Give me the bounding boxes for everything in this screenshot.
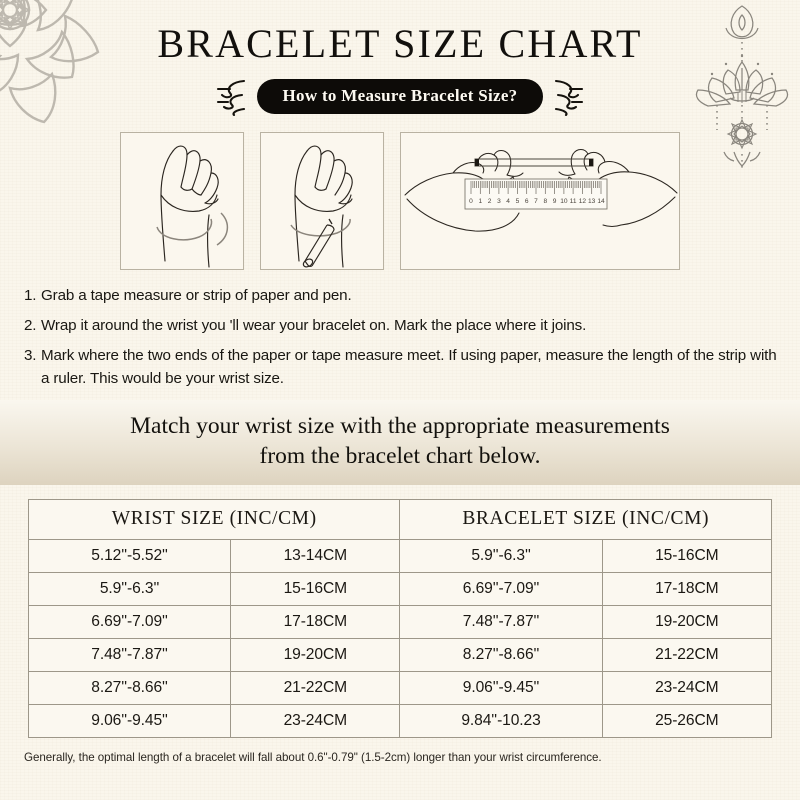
ruler-tick-label: 10 xyxy=(560,198,568,205)
match-wrist-size-banner: Match your wrist size with the appropria… xyxy=(0,400,800,485)
bracelet-size-group-header: BRACELET SIZE (INC/CM) xyxy=(399,498,772,540)
banner-line-2: from the bracelet chart below. xyxy=(259,443,541,470)
table-header-row: WRIST SIZE (INC/CM) BRACELET SIZE (INC/C… xyxy=(27,498,772,540)
wrist-size-cm: 21-22CM xyxy=(230,670,401,705)
ruler-tick-label: 11 xyxy=(570,198,577,205)
step-text: Wrap it around the wrist you 'll wear yo… xyxy=(41,317,587,335)
hand-with-pen-marking-tape-illustration xyxy=(260,132,384,270)
table-row: 6.69''-7.09'' 17-18CM 7.48''-7.87'' 19-20CM xyxy=(27,604,773,639)
bracelet-size-inches: 9.84''-10.23 xyxy=(399,703,603,738)
bracelet-size-inches: 7.48''-7.87'' xyxy=(399,604,603,639)
wrist-size-inches: 8.27''-8.66'' xyxy=(27,670,232,705)
table-row: 9.06''-9.45'' 23-24CM 9.84''-10.23 25-26CM xyxy=(27,703,773,738)
lotus-mandala-ornament xyxy=(695,5,789,172)
ruler-tick-label: 8 xyxy=(543,198,547,205)
bracelet-size-inches: 6.69''-7.09'' xyxy=(399,571,603,606)
wrist-size-cm: 23-24CM xyxy=(230,703,401,738)
wrist-size-inches: 5.9''-6.3'' xyxy=(27,571,232,606)
wrist-size-group-header: WRIST SIZE (INC/CM) xyxy=(27,498,401,540)
list-item: 1. Grab a tape measure or strip of paper… xyxy=(24,284,778,307)
ruler-tick-label: 5 xyxy=(516,198,520,205)
wrist-size-inches: 7.48''-7.87'' xyxy=(27,637,232,672)
bracelet-size-cm: 25-26CM xyxy=(601,703,773,738)
step-number: 2. xyxy=(24,317,37,335)
ruler-tick-label: 4 xyxy=(506,198,510,205)
step-number: 3. xyxy=(24,347,37,365)
how-to-measure-badge: How to Measure Bracelet Size? xyxy=(256,78,544,114)
hand-with-tape-measure-illustration xyxy=(120,132,244,270)
footer-note: Generally, the optimal length of a brace… xyxy=(24,750,602,764)
bracelet-size-inches: 9.06''-9.45'' xyxy=(399,670,603,705)
bracelet-size-cm: 17-18CM xyxy=(601,571,773,606)
illustration-panels: 0 1 2 3 4 5 6 7 8 9 10 11 12 13 14 xyxy=(0,132,800,270)
wrist-size-cm: 17-18CM xyxy=(230,604,401,639)
wrist-size-inches: 9.06''-9.45'' xyxy=(27,703,232,738)
bracelet-size-cm: 19-20CM xyxy=(601,604,773,639)
bracelet-size-cm: 23-24CM xyxy=(601,670,773,705)
bracelet-size-inches: 5.9''-6.3'' xyxy=(399,538,603,573)
ruler-tick-label: 3 xyxy=(497,198,501,205)
bracelet-size-table: WRIST SIZE (INC/CM) BRACELET SIZE (INC/C… xyxy=(27,498,773,738)
step-text: Grab a tape measure or strip of paper an… xyxy=(41,287,352,304)
mandala-flower-ornament xyxy=(0,0,100,124)
ruler-tick-label: 1 xyxy=(478,198,482,205)
ruler-tick-label: 9 xyxy=(553,198,557,205)
swirl-flourish-icon xyxy=(216,79,245,116)
table-row: 8.27''-8.66'' 21-22CM 9.06''-9.45'' 23-24CM xyxy=(27,670,773,705)
swirl-flourish-icon xyxy=(555,79,584,116)
table-row: 5.12''-5.52'' 13-14CM 5.9''-6.3'' 15-16CM xyxy=(27,538,773,573)
wrist-size-cm: 13-14CM xyxy=(230,538,401,573)
step-number: 1. xyxy=(24,287,37,304)
bracelet-size-cm: 15-16CM xyxy=(601,538,773,573)
step-text: Mark where the two ends of the paper or … xyxy=(41,347,777,388)
page-title: BRACELET SIZE CHART xyxy=(157,21,643,66)
bracelet-size-cm: 21-22CM xyxy=(601,637,773,672)
ruler-tick-label: 12 xyxy=(579,198,587,205)
ruler-tick-label: 6 xyxy=(525,198,529,205)
banner-line-1: Match your wrist size with the appropria… xyxy=(130,413,670,440)
ruler-tick-label: 14 xyxy=(597,198,605,205)
wrist-size-cm: 15-16CM xyxy=(230,571,401,606)
wrist-size-cm: 19-20CM xyxy=(230,637,401,672)
table-row: 5.9''-6.3'' 15-16CM 6.69''-7.09'' 17-18CM xyxy=(27,571,773,606)
ruler-tick-label: 0 xyxy=(469,198,473,205)
hands-measuring-paper-strip-with-ruler-illustration: 0 1 2 3 4 5 6 7 8 9 10 11 12 13 14 xyxy=(400,132,680,270)
table-row: 7.48''-7.87'' 19-20CM 8.27''-8.66'' 21-22CM xyxy=(27,637,773,672)
wrist-size-inches: 6.69''-7.09'' xyxy=(27,604,232,639)
list-item: 3. Mark where the two ends of the paper … xyxy=(24,344,778,390)
size-table-container: WRIST SIZE (INC/CM) BRACELET SIZE (INC/C… xyxy=(0,485,800,738)
badge-row: How to Measure Bracelet Size? xyxy=(0,76,800,116)
wrist-size-inches: 5.12''-5.52'' xyxy=(27,538,232,573)
ruler-tick-label: 7 xyxy=(534,198,538,205)
measurement-steps-list: 1. Grab a tape measure or strip of paper… xyxy=(0,284,800,390)
ruler-tick-label: 13 xyxy=(588,198,596,205)
list-item: 2. Wrap it around the wrist you 'll wear… xyxy=(24,314,778,337)
bracelet-size-inches: 8.27''-8.66'' xyxy=(399,637,603,672)
ruler-tick-label: 2 xyxy=(488,198,492,205)
